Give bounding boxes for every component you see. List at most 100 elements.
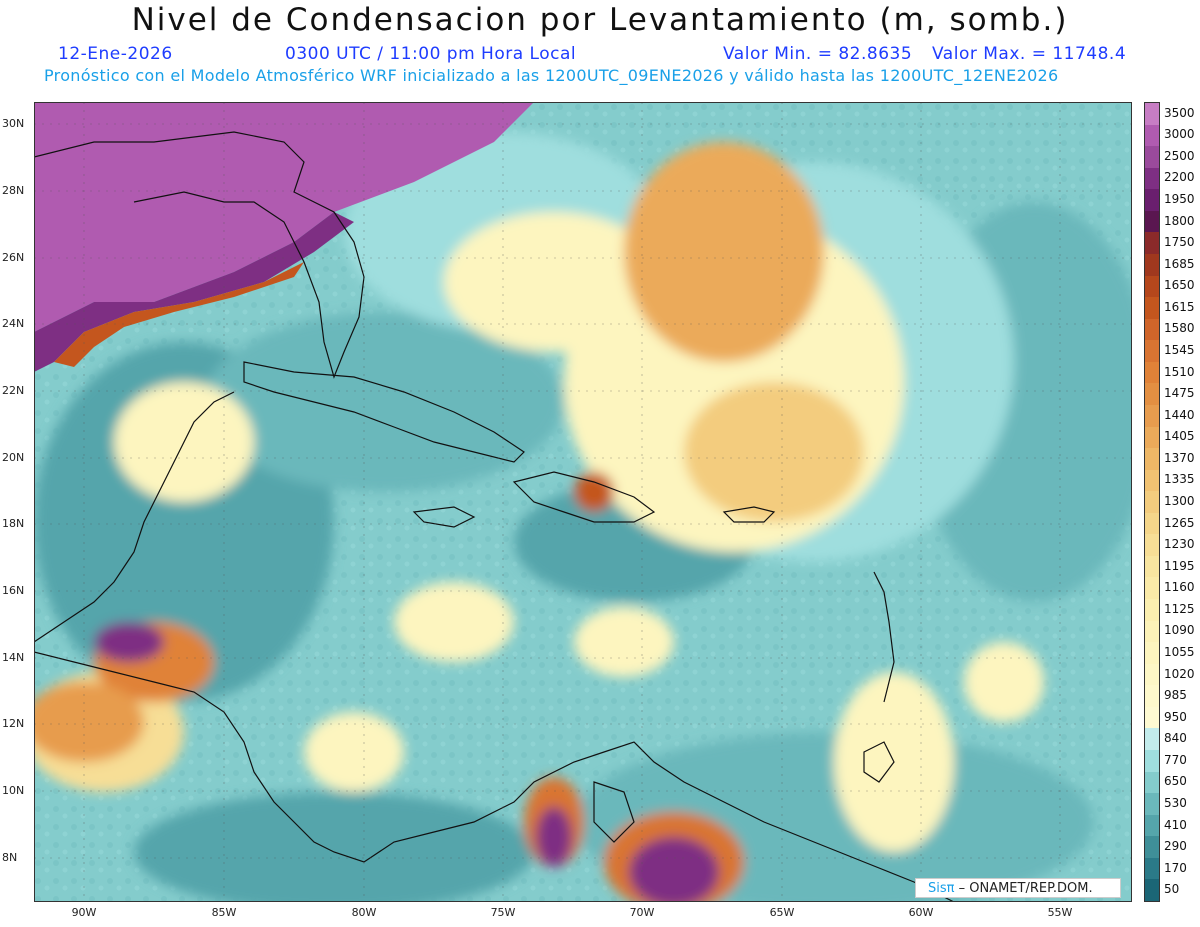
colorbar-swatch (1145, 232, 1159, 255)
lon-tick-55w: 55W (1047, 906, 1073, 919)
colorbar-label: 410 (1164, 817, 1187, 832)
map-title: Nivel de Condensacion por Levantamiento … (131, 2, 1069, 38)
colorbar-swatch (1145, 275, 1159, 298)
colorbar-swatch (1145, 361, 1159, 384)
lat-tick-10n: 10N (2, 784, 25, 797)
colorbar-label: 3000 (1164, 127, 1195, 142)
colorbar-swatch (1145, 728, 1159, 751)
colorbar-swatch (1145, 642, 1159, 665)
lat-tick-14n: 14N (2, 651, 25, 664)
lat-tick-26n: 26N (2, 251, 25, 264)
colorbar-label: 1300 (1164, 494, 1195, 508)
onamet-credit: – ONAMET/REP.DOM. (954, 881, 1093, 896)
colorbar-label: 1055 (1164, 644, 1195, 659)
colorbar-swatch (1145, 857, 1159, 880)
colorbar-label: 530 (1164, 795, 1187, 810)
colorbar-swatch (1145, 103, 1159, 126)
map-frame (34, 102, 1132, 902)
coastlines (34, 131, 955, 902)
credit-box: Sisπ – ONAMET/REP.DOM. (915, 878, 1121, 898)
colorbar-label: 1615 (1164, 299, 1195, 314)
colorbar-label: 1685 (1164, 256, 1195, 271)
lon-tick-70w: 70W (629, 906, 655, 919)
colorbar-label: 3500 (1164, 105, 1195, 120)
lon-tick-60w: 60W (908, 906, 934, 919)
colorbar-label: 1125 (1164, 601, 1195, 616)
colorbar-swatch (1145, 750, 1159, 773)
colorbar-swatch (1145, 620, 1159, 643)
colorbar-swatch (1145, 404, 1159, 427)
colorbar-label: 1230 (1164, 537, 1195, 552)
colorbar-swatch (1145, 146, 1159, 169)
colorbar-swatch (1145, 297, 1159, 320)
shading-layer (34, 102, 1132, 902)
colorbar-label: 1545 (1164, 343, 1195, 358)
colorbar-label: 985 (1164, 688, 1187, 703)
colorbar-label: 1020 (1164, 666, 1195, 681)
lat-tick-28n: 28N (2, 184, 25, 197)
colorbar-label: 1195 (1164, 558, 1195, 573)
lat-tick-22n: 22N (2, 384, 25, 397)
lon-tick-65w: 65W (769, 906, 795, 919)
colorbar-label: 1750 (1164, 235, 1195, 250)
dark-purple-band (34, 212, 354, 372)
sispi-logo-text: Sisπ (928, 881, 955, 896)
colorbar-swatch (1145, 426, 1159, 449)
max-value-label: Valor Max. = 11748.4 (932, 44, 1127, 64)
purple-band (34, 102, 534, 332)
colorbar-swatch (1145, 663, 1159, 686)
lat-tick-30n: 30N (2, 117, 25, 130)
date-label: 12-Ene-2026 (58, 44, 173, 64)
min-value-label: Valor Min. = 82.8635 (723, 44, 913, 64)
colorbar-label: 1090 (1164, 623, 1195, 638)
colorbar (1144, 102, 1160, 902)
colorbar-label: 1510 (1164, 364, 1195, 379)
colorbar-label: 2500 (1164, 148, 1195, 163)
lat-tick-8n: 8N (2, 851, 18, 864)
colorbar-swatch (1145, 577, 1159, 600)
colorbar-label: 2200 (1164, 170, 1195, 185)
lon-tick-80w: 80W (351, 906, 377, 919)
colorbar-label: 1160 (1164, 580, 1195, 595)
colorbar-label: 650 (1164, 774, 1187, 789)
colorbar-swatch (1145, 318, 1159, 341)
lat-tick-24n: 24N (2, 317, 25, 330)
colorbar-swatch (1145, 534, 1159, 557)
colorbar-label: 1265 (1164, 515, 1195, 530)
colorbar-swatch (1145, 685, 1159, 708)
time-label: 0300 UTC / 11:00 pm Hora Local (285, 44, 577, 64)
lat-tick-12n: 12N (2, 717, 25, 730)
colorbar-swatch (1145, 340, 1159, 363)
colorbar-label: 1440 (1164, 407, 1195, 422)
colorbar-label: 770 (1164, 752, 1187, 767)
colorbar-swatch (1145, 167, 1159, 190)
colorbar-swatch (1145, 189, 1159, 212)
lat-tick-20n: 20N (2, 451, 25, 464)
colorbar-swatch (1145, 793, 1159, 816)
lat-tick-16n: 16N (2, 584, 25, 597)
colorbar-swatch (1145, 210, 1159, 233)
graticule (34, 102, 1132, 902)
colorbar-label: 840 (1164, 731, 1187, 746)
colorbar-swatch (1145, 383, 1159, 406)
colorbar-label: 50 (1164, 882, 1180, 897)
colorbar-swatch (1145, 469, 1159, 492)
colorbar-label: 1580 (1164, 321, 1195, 336)
colorbar-swatch (1145, 253, 1159, 277)
colorbar-label: 1950 (1164, 192, 1195, 207)
lon-tick-90w: 90W (71, 906, 97, 919)
colorbar-label: 1335 (1164, 472, 1195, 487)
colorbar-label: 1475 (1164, 386, 1195, 401)
lcl-map (34, 102, 1132, 902)
lon-tick-85w: 85W (211, 906, 237, 919)
colorbar-swatch (1145, 124, 1159, 147)
colorbar-label: 1800 (1164, 213, 1195, 228)
forecast-info-line: Pronóstico con el Modelo Atmosférico WRF… (44, 66, 1059, 85)
colorbar-label: 1370 (1164, 450, 1195, 465)
orange-band (54, 262, 304, 367)
colorbar-swatch (1145, 599, 1159, 622)
colorbar-label: 1650 (1164, 278, 1195, 293)
colorbar-label: 170 (1164, 860, 1187, 875)
colorbar-swatch (1145, 512, 1159, 535)
colorbar-swatch (1145, 706, 1159, 729)
